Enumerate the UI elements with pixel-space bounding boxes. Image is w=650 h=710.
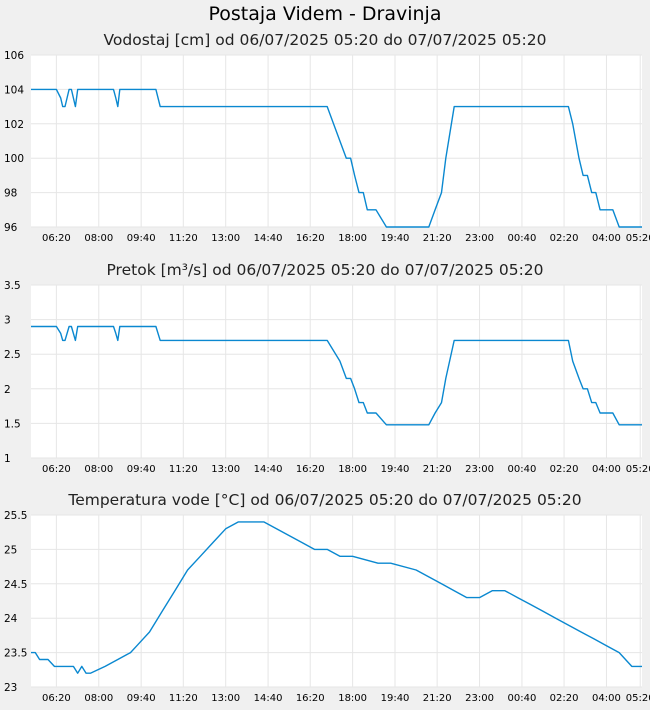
y-tick-label: 23 [4,682,17,694]
x-tick-label: 21:20 [423,233,452,244]
x-tick-label: 19:40 [381,233,410,244]
x-tick-label: 09:40 [127,693,156,704]
chart-title: Pretok [m³/s] od 06/07/2025 05:20 do 07/… [106,261,543,279]
y-tick-label: 3.5 [4,280,21,292]
x-tick-label: 18:00 [338,693,367,704]
x-tick-label: 00:40 [508,464,537,475]
x-tick-label: 19:40 [381,693,410,704]
x-tick-label: 09:40 [127,233,156,244]
x-tick-label: 13:00 [211,464,240,475]
x-tick-label: 23:00 [465,693,494,704]
x-tick-label: 02:20 [550,464,579,475]
x-tick-label: 16:20 [296,693,325,704]
x-tick-label: 08:00 [84,693,113,704]
x-tick-label: 04:00 [592,464,621,475]
x-tick-label: 09:40 [127,464,156,475]
y-tick-label: 24 [4,613,18,625]
x-tick-label: 05:20 [626,693,650,704]
y-tick-label: 2.5 [4,349,21,361]
x-tick-label: 05:20 [626,233,650,244]
x-tick-label: 00:40 [508,233,537,244]
x-tick-label: 08:00 [84,464,113,475]
x-tick-label: 13:00 [211,233,240,244]
chart-title: Temperatura vode [°C] od 06/07/2025 05:2… [67,491,581,509]
x-tick-label: 21:20 [423,464,452,475]
x-tick-label: 06:20 [42,464,71,475]
x-tick-label: 14:40 [254,233,283,244]
y-tick-label: 98 [4,188,17,200]
x-tick-label: 16:20 [296,233,325,244]
y-tick-label: 102 [4,119,24,131]
x-tick-label: 02:20 [550,233,579,244]
x-tick-label: 05:20 [626,464,650,475]
x-tick-label: 13:00 [211,693,240,704]
x-tick-label: 16:20 [296,464,325,475]
chart-title: Vodostaj [cm] od 06/07/2025 05:20 do 07/… [103,31,546,49]
x-tick-label: 04:00 [592,233,621,244]
x-tick-label: 00:40 [508,693,537,704]
y-tick-label: 96 [4,222,18,234]
plot-area [31,515,642,687]
x-tick-label: 08:00 [84,233,113,244]
chart-1: Vodostaj [cm] od 06/07/2025 05:20 do 07/… [4,31,650,244]
x-tick-label: 06:20 [42,233,71,244]
y-tick-label: 2 [4,384,11,396]
x-tick-label: 21:20 [423,693,452,704]
x-tick-label: 11:20 [169,693,198,704]
x-tick-label: 06:20 [42,693,71,704]
y-tick-label: 25 [4,544,17,556]
chart-2: Pretok [m³/s] od 06/07/2025 05:20 do 07/… [4,261,650,475]
plot-area [31,285,642,458]
chart-3: Temperatura vode [°C] od 06/07/2025 05:2… [4,491,650,704]
y-tick-label: 106 [4,50,24,62]
x-tick-label: 11:20 [169,233,198,244]
y-tick-label: 3 [4,315,11,327]
x-tick-label: 14:40 [254,693,283,704]
x-tick-label: 18:00 [338,233,367,244]
page-title: Postaja Videm - Dravinja [208,3,442,25]
y-tick-label: 1 [4,453,11,465]
series-line [31,325,642,426]
series-line [31,521,642,674]
x-tick-label: 23:00 [465,233,494,244]
y-tick-label: 24.5 [4,579,27,591]
y-tick-label: 100 [4,153,24,165]
x-tick-label: 11:20 [169,464,198,475]
series-line [31,88,642,228]
x-tick-label: 14:40 [254,464,283,475]
y-tick-label: 23.5 [4,648,27,660]
x-tick-label: 04:00 [592,693,621,704]
x-tick-label: 19:40 [381,464,410,475]
x-tick-label: 02:20 [550,693,579,704]
plot-area [31,55,642,227]
x-tick-label: 18:00 [338,464,367,475]
y-tick-label: 25.5 [4,510,27,522]
y-tick-label: 1.5 [4,418,21,430]
y-tick-label: 104 [4,84,24,96]
x-tick-label: 23:00 [465,464,494,475]
